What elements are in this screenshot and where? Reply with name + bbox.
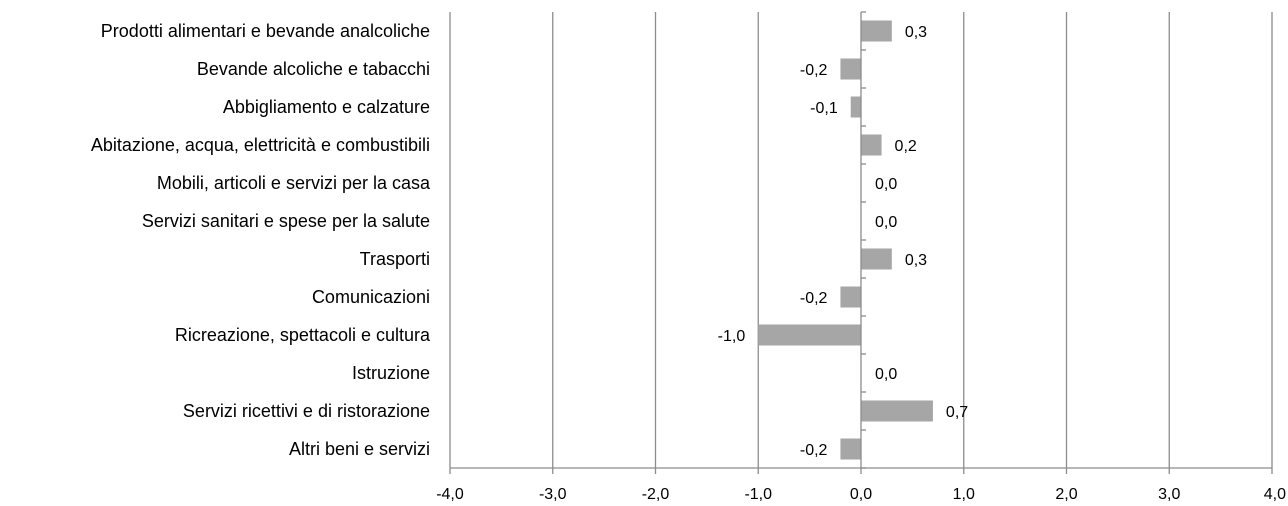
x-tick-label: -4,0 xyxy=(436,486,464,503)
x-tick-label: -1,0 xyxy=(744,486,772,503)
x-tick-label: -3,0 xyxy=(539,486,567,503)
bar xyxy=(861,134,882,156)
category-label: Prodotti alimentari e bevande analcolich… xyxy=(101,21,430,41)
value-label: -0,2 xyxy=(800,290,828,307)
category-label: Bevande alcoliche e tabacchi xyxy=(197,59,430,79)
value-label: -0,2 xyxy=(800,442,828,459)
value-label: 0,7 xyxy=(946,404,968,421)
x-tick-label: 4,0 xyxy=(1264,486,1286,503)
x-tick-label: 0,0 xyxy=(850,486,872,503)
value-label: -1,0 xyxy=(718,328,746,345)
value-label: 0,0 xyxy=(875,366,897,383)
category-label: Mobili, articoli e servizi per la casa xyxy=(157,173,431,193)
gridlines xyxy=(449,12,1273,468)
category-label: Comunicazioni xyxy=(312,287,430,307)
category-label: Altri beni e servizi xyxy=(289,439,430,459)
value-label: 0,0 xyxy=(875,214,897,231)
x-tick-label: 2,0 xyxy=(1055,486,1077,503)
bar xyxy=(850,96,861,118)
category-label: Ricreazione, spettacoli e cultura xyxy=(175,325,431,345)
value-label: 0,3 xyxy=(905,24,927,41)
value-label: 0,0 xyxy=(875,176,897,193)
value-label: -0,1 xyxy=(810,100,838,117)
bar xyxy=(861,20,892,42)
category-label: Istruzione xyxy=(352,363,430,383)
category-labels: Prodotti alimentari e bevande analcolich… xyxy=(91,21,431,459)
bar xyxy=(840,286,861,308)
bar xyxy=(861,248,892,270)
x-tick-label: -2,0 xyxy=(642,486,670,503)
bar xyxy=(840,58,861,80)
category-label: Abitazione, acqua, elettricità e combust… xyxy=(91,135,430,155)
value-label: 0,3 xyxy=(905,252,927,269)
x-tick-labels: -4,0 -3,0 -2,0 -1,0 0,0 1,0 2,0 3,0 4,0 xyxy=(436,486,1286,503)
category-label: Servizi ricettivi e di ristorazione xyxy=(183,401,430,421)
value-label: -0,2 xyxy=(800,62,828,79)
x-tick-label: 3,0 xyxy=(1158,486,1180,503)
bar xyxy=(840,438,861,460)
bars xyxy=(758,20,933,460)
bar xyxy=(758,324,861,346)
value-label: 0,2 xyxy=(895,138,917,155)
value-labels: 0,3 -0,2 -0,1 0,2 0,0 0,0 0,3 -0,2 -1,0 0,0 0,7 -0,… xyxy=(718,24,969,459)
bar xyxy=(861,400,933,422)
category-label: Servizi sanitari e spese per la salute xyxy=(142,211,430,231)
category-label: Abbigliamento e calzature xyxy=(223,97,430,117)
axes xyxy=(449,11,1273,474)
x-tick-label: 1,0 xyxy=(953,486,975,503)
category-label: Trasporti xyxy=(360,249,430,269)
